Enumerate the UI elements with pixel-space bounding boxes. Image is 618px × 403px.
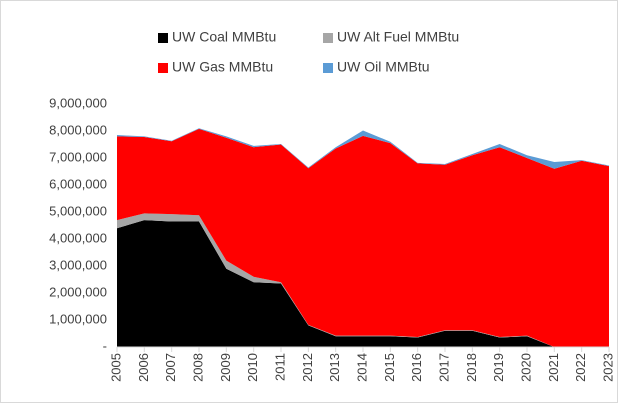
- x-tick-label: 2006: [136, 353, 151, 382]
- x-tick-label: 2016: [409, 353, 424, 382]
- legend-label: UW Coal MMBtu: [172, 29, 276, 45]
- legend-swatch: [323, 63, 333, 73]
- x-tick-label: 2009: [218, 353, 233, 382]
- area: [117, 220, 609, 347]
- x-tick-label: 2017: [436, 353, 451, 382]
- x-tick-label: 2022: [573, 353, 588, 382]
- x-tick-label: 2012: [300, 353, 315, 382]
- x-tick-label: 2008: [190, 353, 205, 382]
- x-tick-label: 2018: [464, 353, 479, 382]
- legend-label: UW Alt Fuel MMBtu: [337, 29, 459, 45]
- legend-swatch: [323, 33, 333, 43]
- y-tick-label: 5,000,000: [49, 203, 107, 218]
- x-tick-label: 2007: [163, 353, 178, 382]
- area: [117, 128, 609, 347]
- x-tick-label: 2023: [600, 353, 615, 382]
- x-tick-label: 2011: [272, 353, 287, 381]
- x-tick-label: 2015: [382, 353, 397, 382]
- legend-swatch: [158, 33, 168, 43]
- x-tick-label: 2020: [518, 353, 533, 382]
- x-tick-label: 2019: [491, 353, 506, 382]
- y-tick-label: 7,000,000: [49, 149, 107, 164]
- legend-label: UW Gas MMBtu: [172, 59, 273, 75]
- legend-label: UW Oil MMBtu: [337, 59, 430, 75]
- x-tick-label: 2013: [327, 353, 342, 382]
- area: [117, 128, 609, 169]
- legend: UW Coal MMBtu UW Alt Fuel MMBtu UW Gas MMB…: [158, 29, 459, 75]
- y-tick-label: 2,000,000: [49, 284, 107, 299]
- x-tick-label: 2010: [245, 353, 260, 382]
- legend-swatch: [158, 63, 168, 73]
- y-tick-label: 4,000,000: [49, 230, 107, 245]
- x-tick-label: 2014: [354, 353, 369, 382]
- y-tick-label: -: [103, 338, 107, 353]
- y-tick-label: 6,000,000: [49, 176, 107, 191]
- y-tick-label: 9,000,000: [49, 95, 107, 110]
- x-tick-label: 2005: [108, 353, 123, 382]
- y-tick-label: 1,000,000: [49, 311, 107, 326]
- y-tick-label: 3,000,000: [49, 257, 107, 272]
- y-tick-label: 8,000,000: [49, 122, 107, 137]
- x-tick-label: 2021: [546, 353, 561, 382]
